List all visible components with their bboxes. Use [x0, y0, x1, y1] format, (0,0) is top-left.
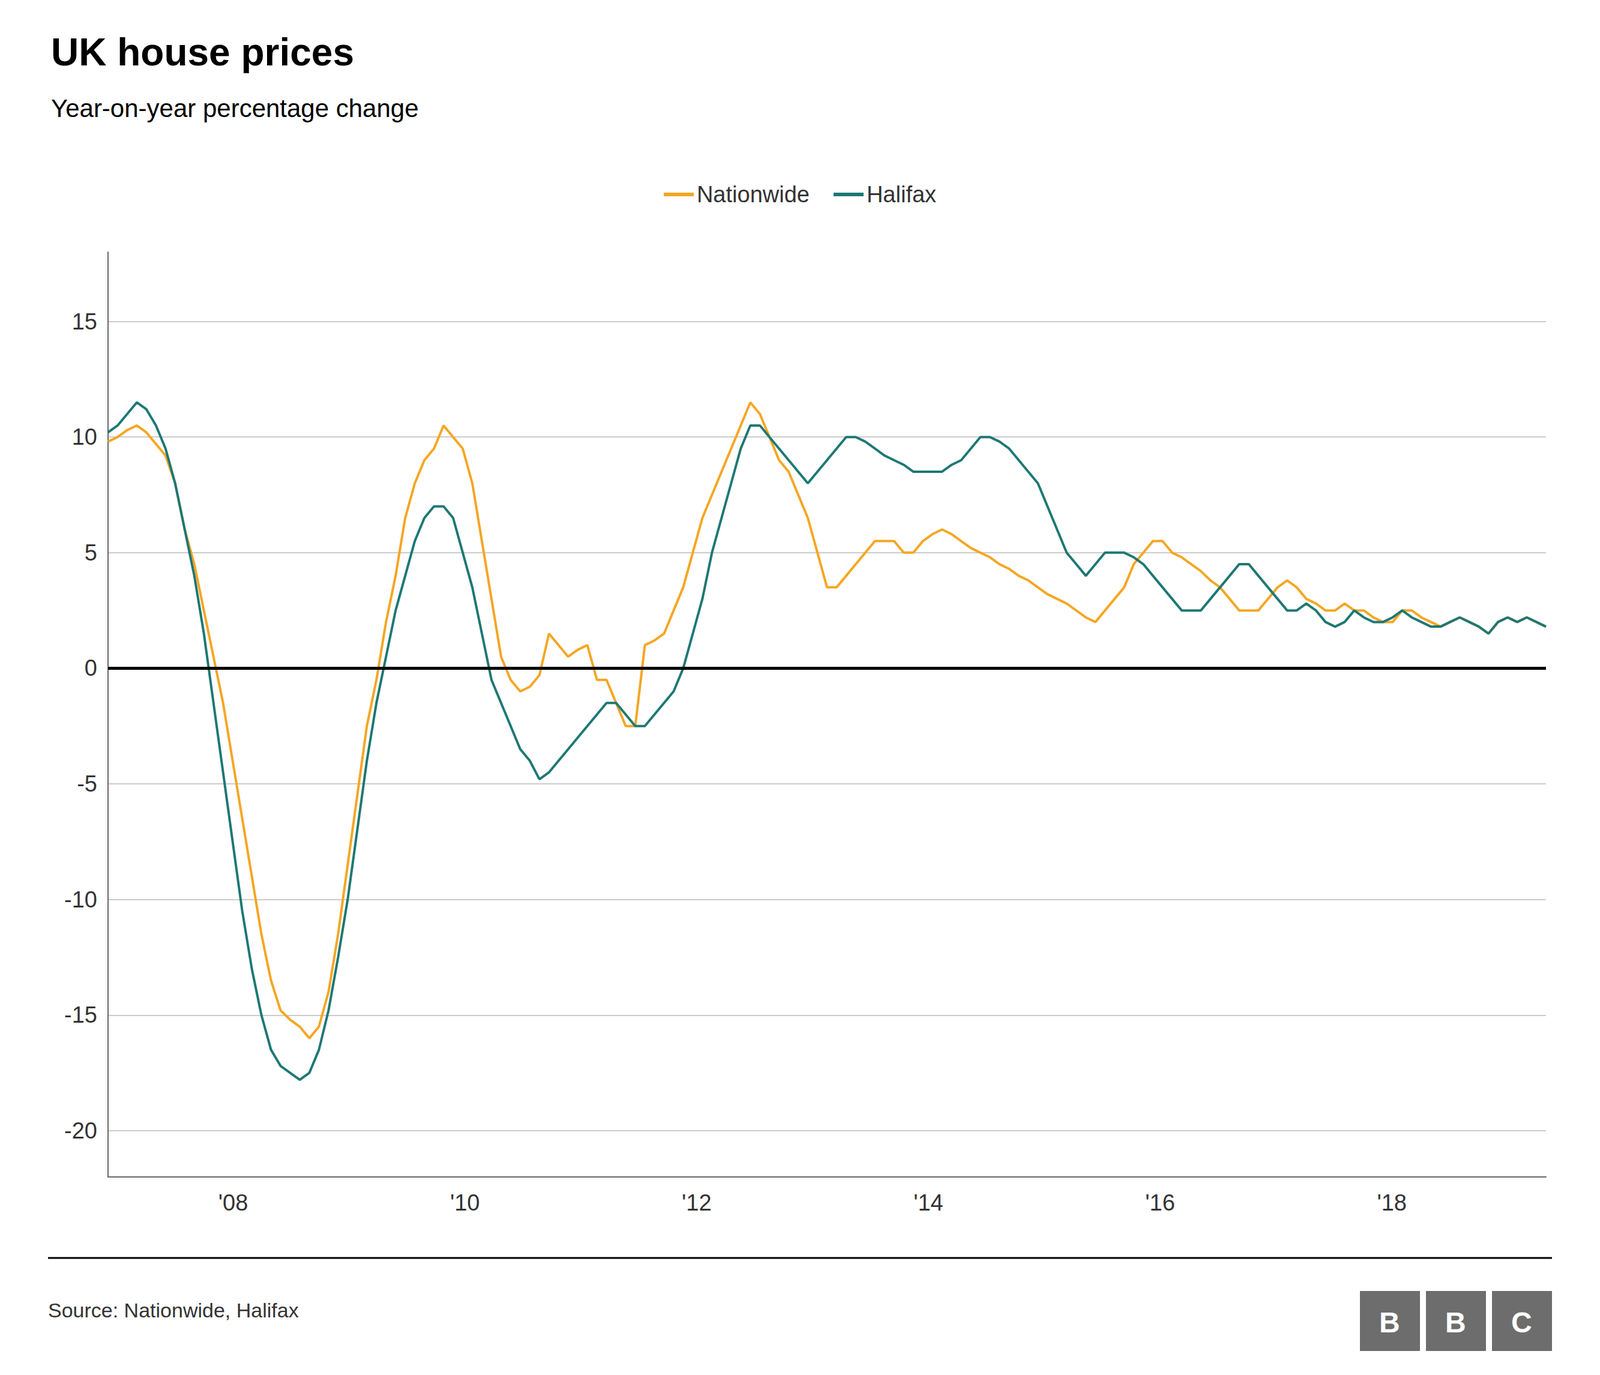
- svg-text:Halifax: Halifax: [866, 181, 937, 208]
- svg-text:'12: '12: [681, 1190, 712, 1216]
- svg-text:10: 10: [72, 424, 98, 450]
- svg-text:UK house prices: UK house prices: [51, 30, 355, 74]
- svg-text:5: 5: [84, 540, 98, 566]
- svg-text:B: B: [1379, 1306, 1401, 1339]
- svg-text:-10: -10: [64, 887, 98, 913]
- svg-text:Nationwide: Nationwide: [696, 181, 810, 208]
- svg-text:C: C: [1511, 1306, 1533, 1339]
- svg-text:15: 15: [72, 309, 98, 335]
- svg-text:0: 0: [84, 655, 98, 681]
- svg-text:'18: '18: [1376, 1190, 1407, 1216]
- svg-text:B: B: [1445, 1306, 1467, 1339]
- svg-text:'16: '16: [1145, 1190, 1176, 1216]
- svg-text:Source: Nationwide, Halifax: Source: Nationwide, Halifax: [48, 1298, 299, 1322]
- svg-text:-15: -15: [64, 1002, 98, 1028]
- svg-text:'14: '14: [913, 1190, 944, 1216]
- svg-text:-5: -5: [76, 771, 98, 797]
- svg-text:'08: '08: [218, 1190, 249, 1216]
- svg-text:'10: '10: [450, 1190, 481, 1216]
- svg-text:Year-on-year percentage change: Year-on-year percentage change: [51, 94, 419, 123]
- svg-text:-20: -20: [64, 1118, 98, 1144]
